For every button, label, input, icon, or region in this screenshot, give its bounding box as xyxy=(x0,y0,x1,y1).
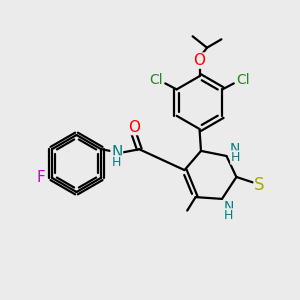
Text: H: H xyxy=(112,156,122,169)
Text: Cl: Cl xyxy=(149,73,162,87)
Text: N: N xyxy=(230,142,240,156)
Text: H: H xyxy=(224,209,233,222)
Text: N: N xyxy=(224,200,234,214)
Text: H: H xyxy=(231,151,240,164)
Text: Cl: Cl xyxy=(237,73,250,87)
Text: O: O xyxy=(128,119,140,134)
Text: F: F xyxy=(36,170,45,185)
Text: S: S xyxy=(254,176,265,194)
Text: N: N xyxy=(111,146,122,160)
Text: O: O xyxy=(194,53,206,68)
